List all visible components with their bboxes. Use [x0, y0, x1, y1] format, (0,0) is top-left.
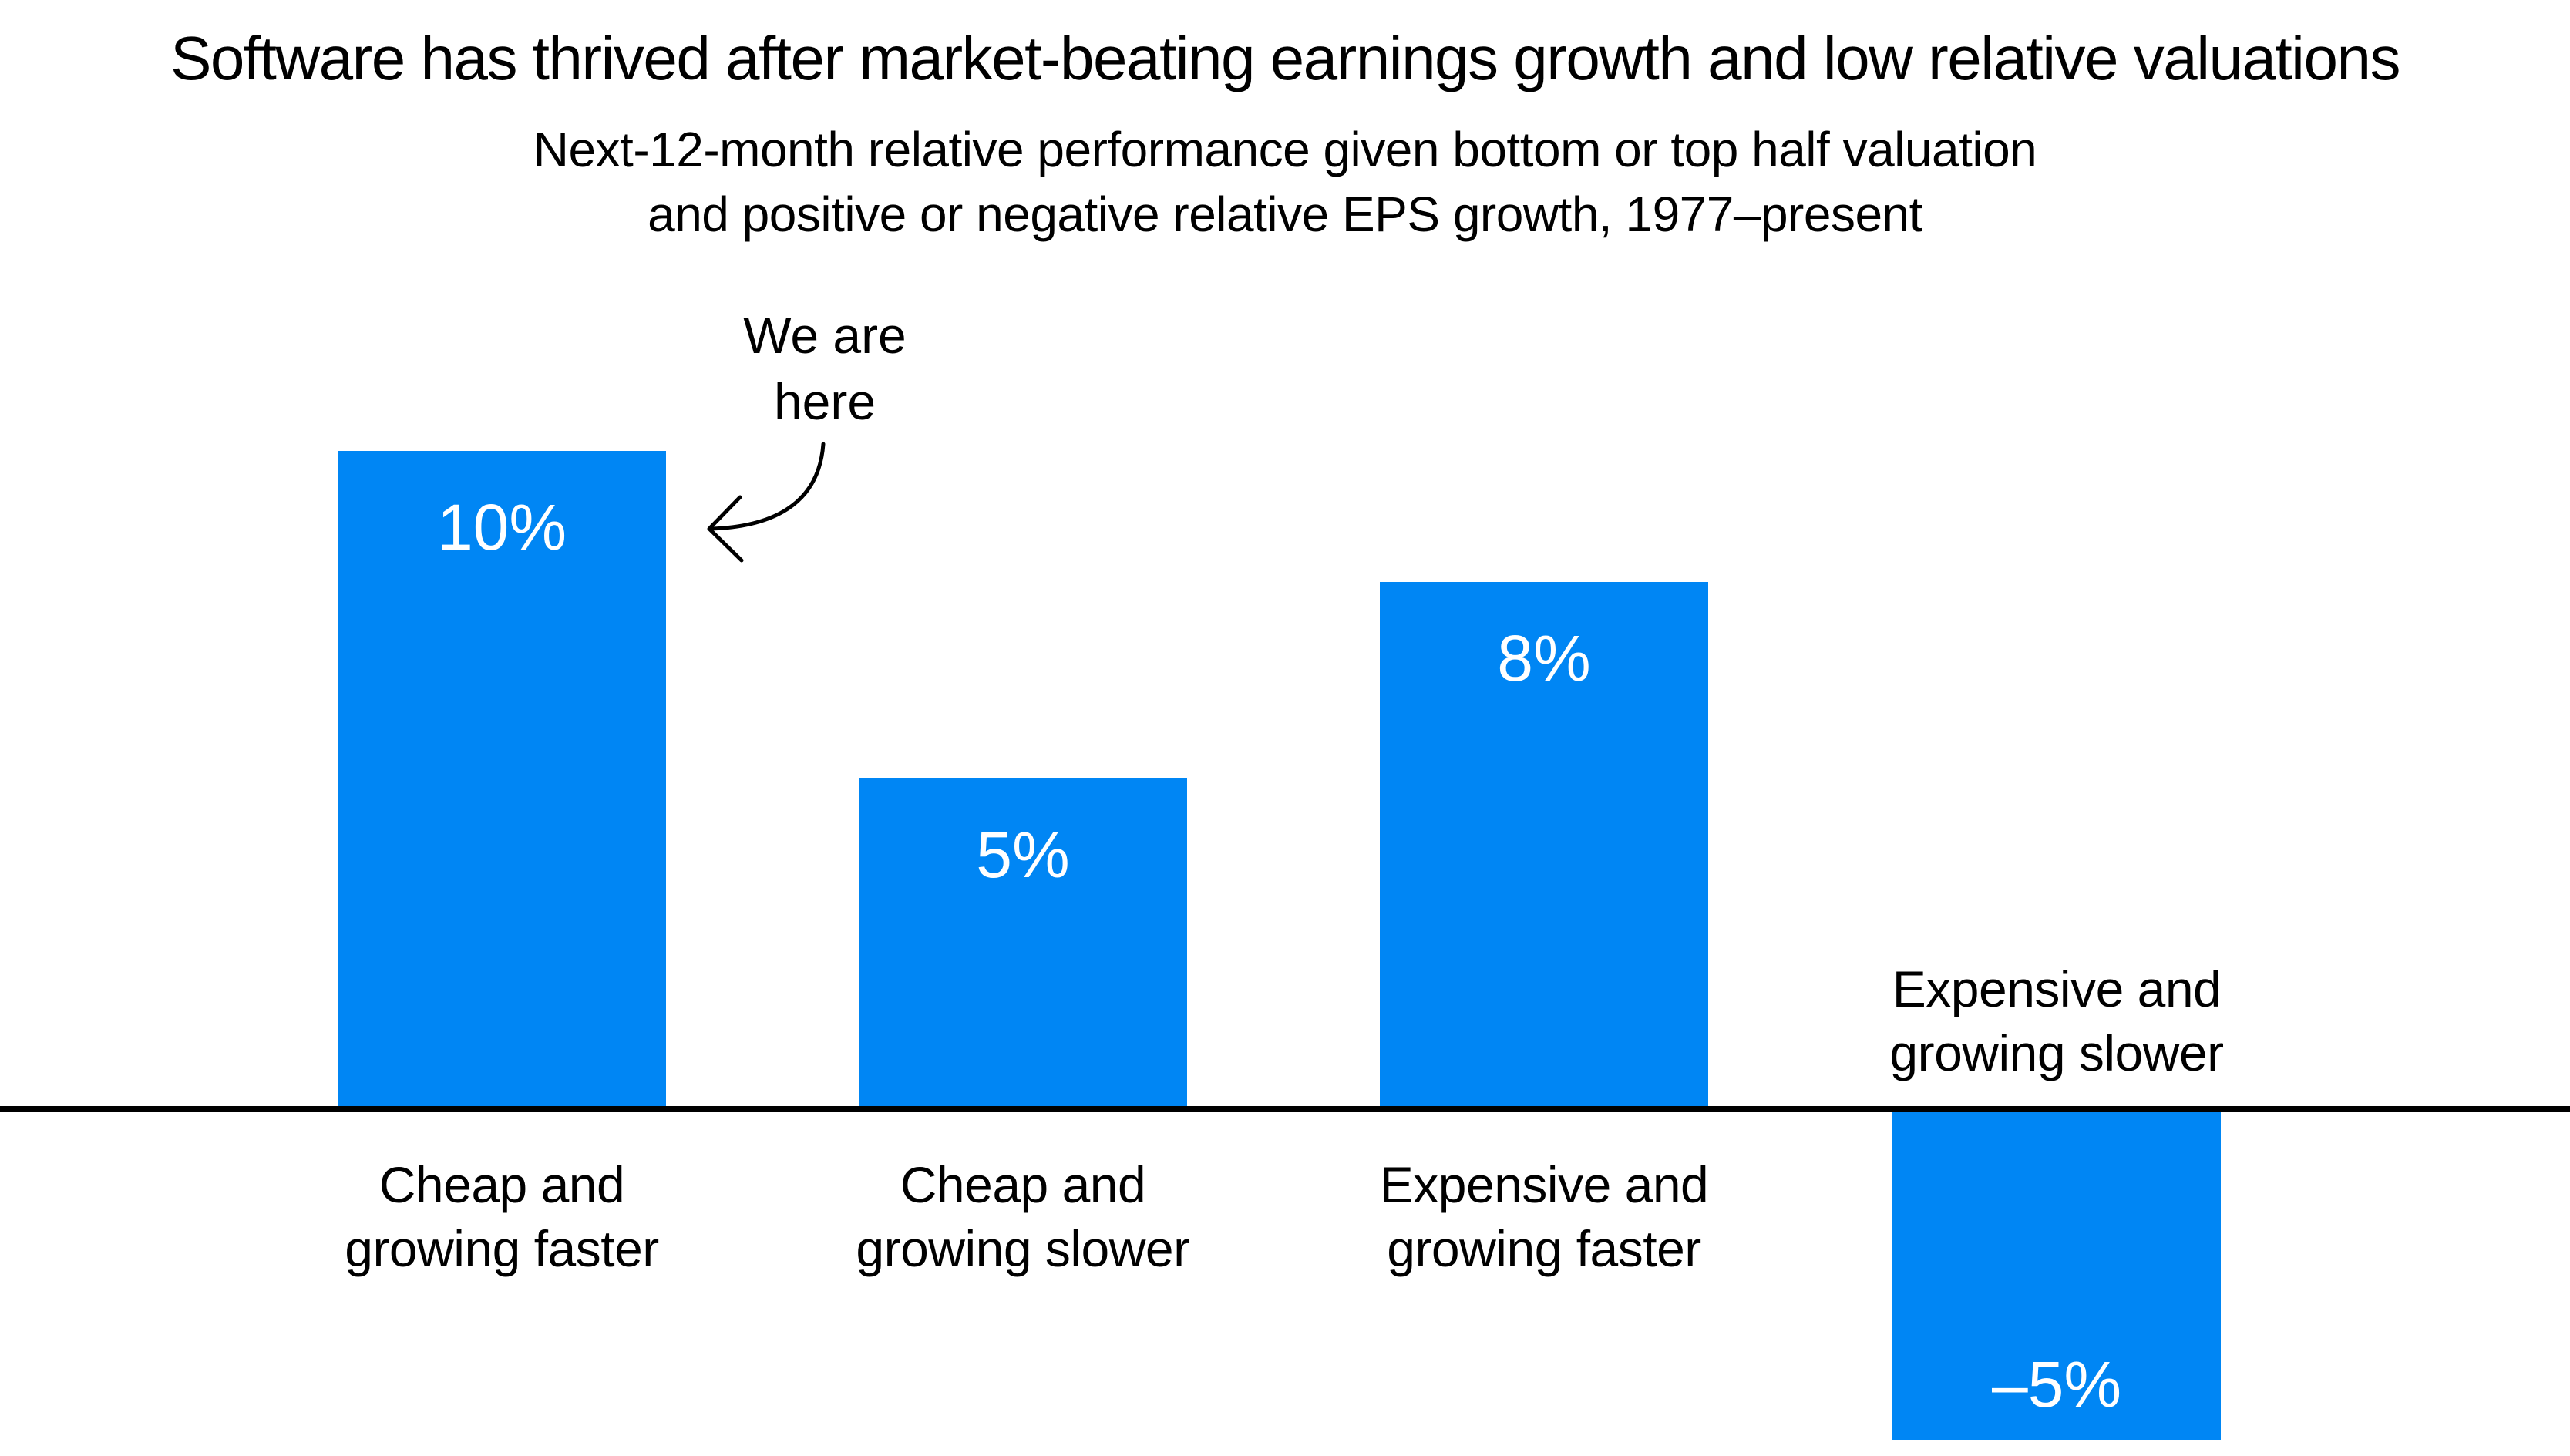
category-label-cheap-growing-faster: Cheap and growing faster — [232, 1153, 772, 1281]
curved-arrow-icon — [707, 442, 826, 563]
category-label-cheap-growing-slower: Cheap and growing slower — [753, 1153, 1293, 1281]
category-label-line2: growing faster — [1387, 1220, 1701, 1277]
category-label-line1: Expensive and — [1379, 1156, 1709, 1213]
bar-expensive-growing-slower: –5% — [1892, 1112, 2221, 1440]
chart-subtitle-line1: Next-12-month relative performance given… — [533, 122, 2037, 177]
we-are-here-line2: here — [773, 373, 876, 430]
bar-value-label: –5% — [1991, 1348, 2122, 1421]
category-label-line2: growing slower — [856, 1220, 1190, 1277]
chart-subtitle-line2: and positive or negative relative EPS gr… — [648, 187, 1922, 242]
bar-cheap-growing-slower: 5% — [859, 778, 1187, 1106]
chart-title: Software has thrived after market-beatin… — [170, 24, 2400, 92]
baseline-axis — [0, 1106, 2570, 1112]
we-are-here-annotation: We are here — [632, 302, 1018, 435]
category-label-line1: Cheap and — [378, 1156, 625, 1213]
category-label-line2: growing slower — [1889, 1024, 2224, 1081]
chart-subtitle: Next-12-month relative performance given… — [0, 117, 2570, 247]
bar-cheap-growing-faster: 10% — [338, 451, 666, 1106]
bar-value-label: 5% — [976, 819, 1070, 891]
category-label-expensive-growing-slower: Expensive and growing slower — [1787, 957, 2326, 1085]
we-are-here-line1: We are — [743, 307, 907, 364]
category-label-expensive-growing-faster: Expensive and growing faster — [1274, 1153, 1814, 1281]
bar-expensive-growing-faster: 8% — [1380, 582, 1708, 1106]
bar-value-label: 10% — [436, 491, 567, 563]
category-label-line1: Cheap and — [900, 1156, 1146, 1213]
category-label-line2: growing faster — [345, 1220, 659, 1277]
category-label-line1: Expensive and — [1892, 960, 2222, 1017]
bar-value-label: 8% — [1497, 622, 1591, 694]
